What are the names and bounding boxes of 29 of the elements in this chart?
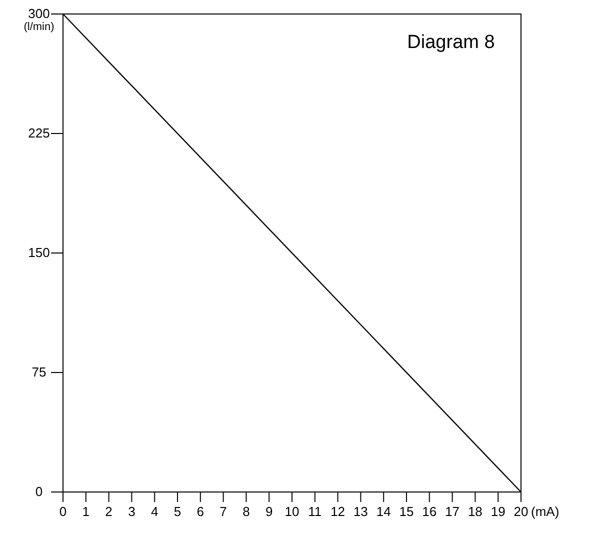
x-tick-label: 19 xyxy=(490,504,506,519)
x-tick-label: 5 xyxy=(174,504,182,519)
y-tick-label: 150 xyxy=(28,245,50,260)
y-axis-title: (l/min) xyxy=(24,21,54,33)
x-tick-label: 6 xyxy=(196,504,204,519)
x-tick-label: 7 xyxy=(220,504,227,519)
x-axis-title: (mA) xyxy=(531,504,560,519)
x-tick-label: 0 xyxy=(59,504,67,519)
y-tick-label: 75 xyxy=(32,364,46,380)
x-tick-label: 15 xyxy=(399,504,414,519)
y-tick-label: 0 xyxy=(35,484,43,499)
x-tick-label: 2 xyxy=(105,504,112,519)
x-tick-label: 1 xyxy=(82,504,90,519)
x-tick-label: 9 xyxy=(265,504,273,519)
x-tick-label: 13 xyxy=(353,504,368,519)
x-tick-label: 14 xyxy=(376,504,391,519)
x-tick-label: 8 xyxy=(242,504,250,519)
x-tick-label: 17 xyxy=(445,504,460,519)
x-tick-label: 10 xyxy=(284,504,300,519)
x-tick-label: 3 xyxy=(128,504,136,519)
x-tick-label: 16 xyxy=(422,504,437,519)
y-tick-label: 225 xyxy=(28,126,50,140)
x-tick-label: 18 xyxy=(468,504,482,519)
x-tick-label: 12 xyxy=(330,504,346,519)
x-tick-label: 20 xyxy=(514,504,528,519)
x-tick-label: 11 xyxy=(308,504,322,519)
text: Diagram 8 xyxy=(407,32,495,53)
y-tick-label: 300 xyxy=(28,6,50,21)
x-tick-label: 4 xyxy=(150,504,158,519)
